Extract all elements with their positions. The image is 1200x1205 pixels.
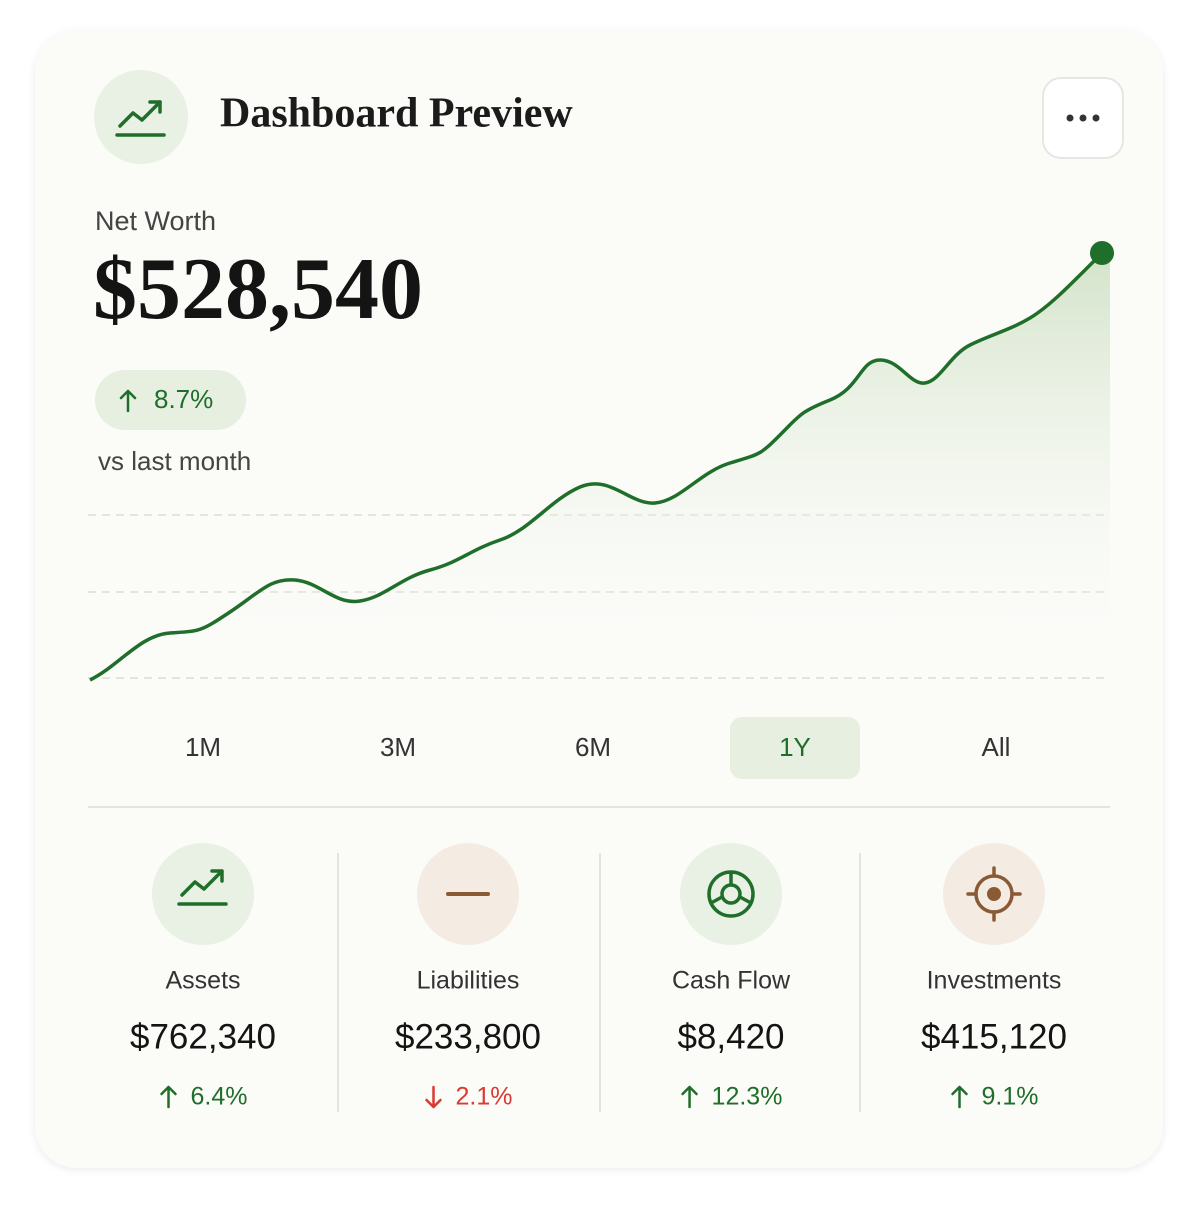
stat-icon-bg — [680, 843, 782, 945]
menu-dots — [1066, 114, 1100, 122]
header-icon — [94, 70, 188, 164]
stat-change: 6.4% — [191, 1083, 248, 1111]
range-tab[interactable]: All — [982, 732, 1011, 762]
stat-change: 2.1% — [456, 1083, 513, 1111]
stat-card: Investments $415,120 9.1% — [921, 843, 1067, 1111]
net-worth-label: Net Worth — [95, 206, 216, 236]
stat-value: $233,800 — [395, 1017, 541, 1056]
stat-value: $8,420 — [677, 1017, 784, 1056]
change-note: vs last month — [98, 446, 251, 476]
arrow-icon — [951, 1085, 968, 1109]
column-separators — [337, 853, 861, 1112]
arrow-icon — [425, 1085, 442, 1109]
range-tab[interactable]: 3M — [380, 732, 416, 762]
stat-label: Cash Flow — [672, 967, 791, 995]
range-tabs: 1M 3M 6M 1Y All — [185, 717, 1011, 779]
stat-card: Assets $762,340 6.4% — [130, 843, 276, 1111]
change-pill — [95, 370, 246, 430]
change-value: 8.7% — [154, 384, 213, 414]
line-end-dot — [1090, 241, 1114, 265]
stat-label: Investments — [927, 967, 1062, 995]
arrow-icon — [119, 389, 137, 413]
stat-change: 12.3% — [712, 1083, 783, 1111]
net-worth-value: $528,540 — [93, 241, 423, 338]
stat-card: Cash Flow $8,420 12.3% — [672, 843, 791, 1111]
stat-label: Liabilities — [417, 967, 520, 995]
arrow-icon — [681, 1085, 698, 1109]
title: Dashboard Preview — [220, 91, 573, 137]
assets-icon — [177, 869, 228, 906]
stats: Assets $762,340 6.4% Liabilities $233,800 2.1… — [130, 843, 1067, 1111]
stat-icon-bg — [152, 843, 254, 945]
range-tab[interactable]: 6M — [575, 732, 611, 762]
arrow-icon — [160, 1085, 177, 1109]
net-worth-line — [89, 251, 1104, 682]
investments-icon-center — [987, 887, 1001, 901]
stat-value: $762,340 — [130, 1017, 276, 1056]
cashflow-icon-spokes — [710, 872, 752, 905]
investments-icon-ticks — [966, 866, 1022, 922]
stat-card: Liabilities $233,800 2.1% — [395, 843, 541, 1111]
stat-change: 9.1% — [982, 1083, 1039, 1111]
stat-label: Assets — [165, 967, 240, 995]
trend-icon — [115, 100, 166, 137]
range-tab-active[interactable] — [730, 717, 860, 779]
range-tab[interactable]: 1Y — [779, 732, 811, 762]
chart-area — [90, 253, 1110, 680]
range-tab[interactable]: 1M — [185, 732, 221, 762]
change-arrow — [119, 389, 137, 413]
stat-value: $415,120 — [921, 1017, 1067, 1056]
